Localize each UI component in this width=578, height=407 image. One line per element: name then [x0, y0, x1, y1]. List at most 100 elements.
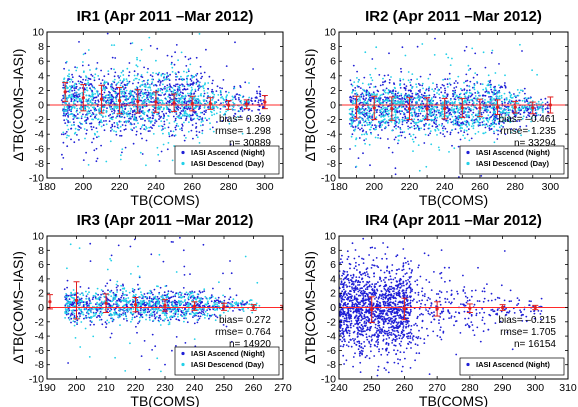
scatter-point: [384, 96, 386, 99]
scatter-point: [127, 74, 130, 77]
scatter-point: [97, 93, 99, 96]
scatter-point: [115, 98, 118, 101]
scatter-point: [164, 85, 166, 88]
scatter-point: [477, 113, 479, 115]
scatter-point: [366, 124, 369, 126]
scatter-point: [135, 325, 137, 328]
scatter-point: [415, 92, 417, 95]
scatter-point: [113, 112, 116, 114]
scatter-point: [252, 68, 255, 70]
scatter-point: [119, 158, 122, 161]
scatter-point: [113, 101, 115, 104]
scatter-point: [203, 304, 205, 307]
scatter-point: [178, 117, 181, 120]
scatter-point: [369, 73, 372, 76]
scatter-point: [507, 109, 510, 111]
scatter-point: [418, 129, 421, 132]
stat-line: n= 33294: [514, 138, 556, 149]
scatter-point: [130, 128, 133, 131]
scatter-point: [195, 134, 198, 137]
scatter-point: [170, 98, 173, 101]
scatter-point: [158, 106, 161, 109]
scatter-point: [259, 95, 262, 98]
scatter-point: [460, 117, 463, 120]
scatter-point: [258, 99, 260, 102]
scatter-point: [544, 97, 547, 100]
scatter-point: [168, 86, 170, 88]
scatter-point: [357, 98, 360, 100]
scatter-point: [491, 119, 494, 122]
scatter-point: [151, 111, 153, 114]
scatter-point: [479, 121, 481, 124]
scatter-point: [62, 141, 65, 144]
scatter-point: [473, 97, 475, 100]
scatter-point: [189, 63, 192, 66]
scatter-point: [113, 125, 116, 128]
scatter-point: [360, 112, 363, 115]
scatter-point: [210, 315, 213, 317]
scatter-point: [437, 89, 440, 92]
scatter-point: [96, 130, 99, 133]
scatter-point: [225, 117, 228, 119]
scatter-point: [386, 98, 388, 100]
scatter-point: [500, 94, 503, 97]
scatter-point: [63, 67, 65, 70]
scatter-point: [515, 95, 517, 97]
scatter-point: [257, 108, 260, 111]
scatter-point: [196, 136, 199, 139]
scatter-point: [89, 320, 92, 322]
scatter-point: [214, 101, 217, 103]
scatter-point: [66, 145, 69, 148]
scatter-point: [401, 116, 404, 119]
scatter-point: [513, 93, 515, 95]
scatter-point: [77, 80, 80, 83]
scatter-point: [399, 131, 402, 134]
scatter-point: [161, 91, 164, 94]
scatter-point: [85, 94, 88, 97]
scatter-point: [403, 86, 406, 89]
scatter-point: [375, 125, 378, 127]
scatter-point: [113, 44, 116, 46]
scatter-point: [411, 138, 414, 141]
scatter-point: [163, 75, 166, 78]
scatter-point: [107, 302, 110, 305]
scatter-point: [78, 95, 81, 97]
scatter-point: [357, 127, 360, 129]
scatter-point: [517, 107, 520, 110]
scatter-point: [469, 108, 472, 110]
scatter-point: [193, 322, 196, 325]
y-tick-label: 8: [38, 41, 44, 53]
scatter-point: [110, 126, 112, 129]
scatter-point: [143, 340, 146, 342]
scatter-point: [119, 130, 122, 132]
scatter-point: [400, 99, 403, 102]
scatter-point: [348, 108, 351, 111]
scatter-point: [507, 114, 510, 116]
scatter-point: [374, 136, 377, 139]
scatter-point: [420, 102, 423, 105]
scatter-point: [87, 109, 90, 112]
scatter-point: [98, 123, 101, 126]
scatter-point: [87, 83, 89, 85]
scatter-point: [201, 111, 204, 114]
scatter-point: [75, 87, 77, 90]
y-tick-label: 6: [38, 56, 44, 68]
scatter-point: [257, 101, 260, 104]
scatter-point: [127, 110, 130, 113]
scatter-point: [160, 129, 163, 132]
scatter-point: [446, 78, 449, 80]
scatter-point: [107, 115, 110, 117]
scatter-point: [65, 118, 68, 121]
scatter-point: [414, 112, 417, 115]
scatter-point: [461, 89, 463, 92]
scatter-point: [521, 50, 523, 52]
scatter-point: [440, 124, 443, 127]
scatter-point: [93, 149, 96, 152]
scatter-point: [494, 123, 497, 125]
scatter-point: [431, 114, 434, 116]
scatter-point: [485, 87, 487, 89]
scatter-point: [412, 133, 415, 136]
scatter-point: [208, 317, 210, 320]
scatter-point: [501, 102, 504, 105]
scatter-point: [128, 80, 131, 83]
